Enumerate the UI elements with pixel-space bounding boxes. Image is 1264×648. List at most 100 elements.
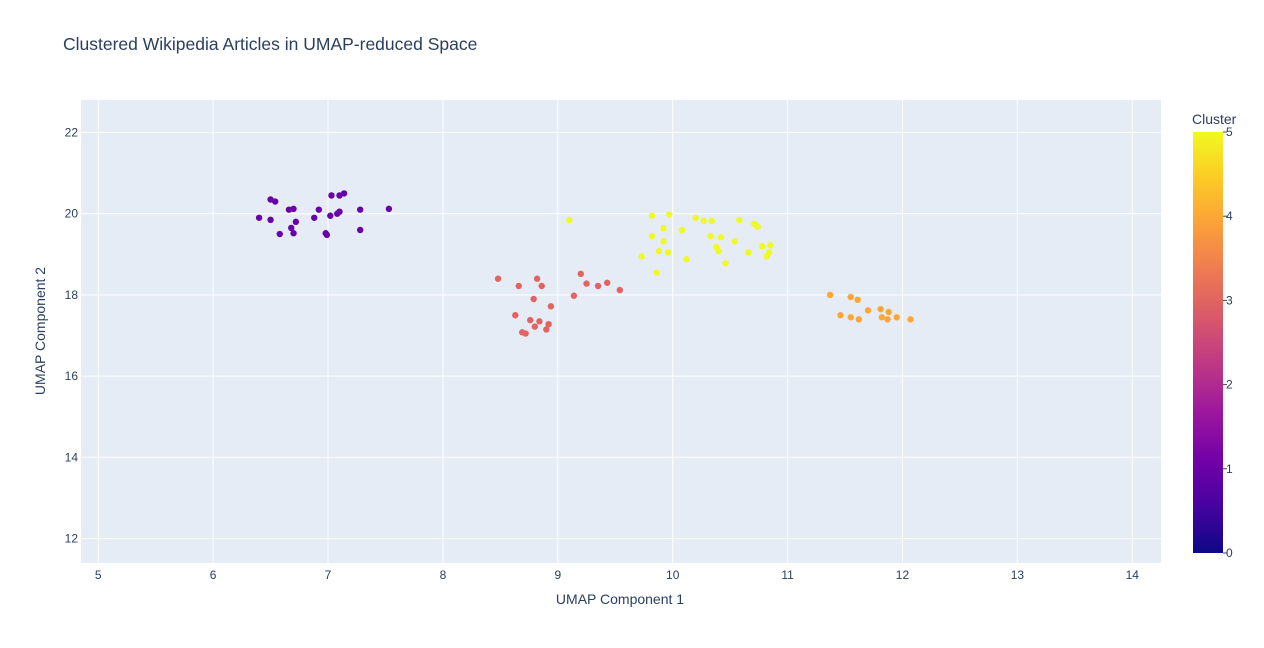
colorbar-tick-label: 5 [1226,125,1233,139]
x-tick-label: 8 [440,568,447,582]
x-tick-label: 12 [896,568,910,582]
scatter-point-cluster-1[interactable] [327,212,334,219]
y-tick-label: 16 [65,369,79,383]
scatter-point-cluster-1[interactable] [328,192,335,199]
scatter-point-cluster-5[interactable] [683,256,690,263]
scatter-point-cluster-4[interactable] [855,316,863,323]
chart-title: Clustered Wikipedia Articles in UMAP-red… [63,34,477,54]
scatter-point-cluster-5[interactable] [707,232,714,240]
scatter-point-cluster-5[interactable] [638,253,645,260]
scatter-point-cluster-3[interactable] [515,282,522,290]
scatter-point-cluster-3[interactable] [583,280,590,287]
scatter-point-cluster-1[interactable] [276,230,283,238]
scatter-point-cluster-1[interactable] [267,216,274,224]
scatter-point-cluster-5[interactable] [717,234,725,241]
colorbar-tick-label: 4 [1226,209,1233,223]
scatter-point-cluster-1[interactable] [323,231,331,239]
scatter-point-cluster-3[interactable] [530,295,537,303]
scatter-point-cluster-5[interactable] [692,214,699,221]
scatter-point-cluster-3[interactable] [494,275,502,282]
scatter-point-cluster-3[interactable] [545,320,552,328]
scatter-point-cluster-3[interactable] [531,323,539,330]
scatter-point-cluster-5[interactable] [648,232,656,240]
scatter-point-cluster-3[interactable] [604,279,611,286]
scatter-point-cluster-1[interactable] [290,230,297,237]
scatter-point-cluster-3[interactable] [536,318,543,325]
scatter-point-cluster-5[interactable] [745,249,752,256]
x-tick-label: 14 [1126,568,1140,582]
scatter-point-cluster-5[interactable] [767,242,774,249]
y-tick-label: 20 [65,207,79,221]
x-axis-ticks: 5 6 7 8 9 10 11 12 13 14 [95,568,1139,582]
scatter-point-cluster-5[interactable] [731,238,738,245]
scatter-point-cluster-5[interactable] [708,217,715,225]
plot-area [81,100,1161,563]
scatter-point-cluster-1[interactable] [315,206,323,213]
scatter-point-cluster-4[interactable] [847,293,854,301]
scatter-point-cluster-4[interactable] [864,307,872,314]
scatter-point-cluster-5[interactable] [666,211,673,218]
scatter-point-cluster-5[interactable] [566,216,573,224]
scatter-point-cluster-1[interactable] [271,198,279,205]
scatter-point-cluster-3[interactable] [570,292,578,299]
scatter-point-cluster-5[interactable] [653,269,660,276]
colorbar-gradient [1193,132,1223,553]
scatter-point-cluster-5[interactable] [655,247,663,255]
x-tick-label: 9 [554,568,561,582]
scatter-point-cluster-4[interactable] [885,308,892,316]
scatter-point-cluster-3[interactable] [594,282,602,290]
x-tick-label: 6 [210,568,217,582]
scatter-point-cluster-5[interactable] [766,249,773,256]
scatter-point-cluster-1[interactable] [356,206,364,213]
scatter-point-cluster-5[interactable] [678,226,686,234]
scatter-point-cluster-5[interactable] [722,260,729,267]
scatter-point-cluster-4[interactable] [854,296,861,304]
scatter-point-cluster-4[interactable] [907,316,914,323]
scatter-point-cluster-1[interactable] [255,214,263,221]
scatter-point-cluster-1[interactable] [311,214,318,221]
scatter-point-cluster-1[interactable] [385,205,393,213]
data-points [255,190,914,337]
scatter-point-cluster-4[interactable] [847,314,854,321]
y-axis-label: UMAP Component 2 [32,267,48,395]
scatter-point-cluster-5[interactable] [759,243,766,250]
grid-lines [81,100,1161,563]
scatter-point-cluster-5[interactable] [660,238,667,245]
scatter-point-cluster-3[interactable] [577,270,584,278]
scatter-point-cluster-1[interactable] [288,224,295,232]
scatter-point-cluster-5[interactable] [648,212,656,219]
scatter-point-cluster-1[interactable] [336,208,343,215]
scatter-point-cluster-1[interactable] [292,218,300,226]
scatter-point-cluster-3[interactable] [543,326,550,333]
y-tick-label: 14 [65,450,79,464]
colorbar-tick-label: 1 [1226,462,1233,476]
scatter-point-cluster-5[interactable] [660,224,667,232]
scatter-point-cluster-4[interactable] [877,305,884,313]
scatter-point-cluster-3[interactable] [527,316,534,324]
scatter-point-cluster-3[interactable] [538,282,545,290]
y-tick-label: 18 [65,288,79,302]
scatter-point-cluster-3[interactable] [547,303,555,310]
scatter-point-cluster-5[interactable] [664,249,672,256]
scatter-point-cluster-3[interactable] [522,330,529,337]
colorbar-tick-label: 2 [1226,378,1233,392]
scatter-point-cluster-1[interactable] [290,205,297,213]
scatter-point-cluster-5[interactable] [700,217,707,225]
scatter-point-cluster-4[interactable] [893,314,900,321]
scatter-point-cluster-5[interactable] [754,223,761,230]
scatter-point-cluster-4[interactable] [884,316,891,323]
scatter-point-cluster-3[interactable] [533,275,541,282]
scatter-point-cluster-4[interactable] [878,314,886,321]
colorbar-tick-label: 0 [1226,546,1233,560]
scatter-point-cluster-4[interactable] [837,312,844,319]
y-tick-label: 22 [65,125,79,139]
scatter-point-cluster-1[interactable] [340,190,348,197]
scatter-point-cluster-5[interactable] [715,247,722,255]
scatter-point-cluster-1[interactable] [356,226,364,234]
scatter-point-cluster-3[interactable] [512,312,519,319]
scatter-point-cluster-3[interactable] [616,286,624,294]
scatter-point-cluster-5[interactable] [736,216,743,224]
scatter-point-cluster-4[interactable] [826,291,834,299]
